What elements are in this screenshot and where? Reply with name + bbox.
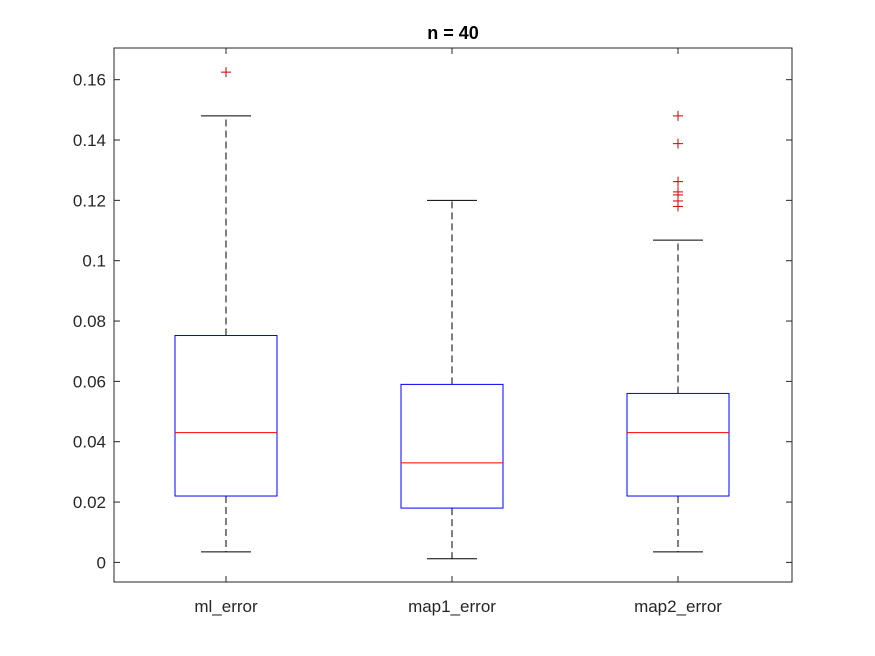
- x-tick-label: ml_error: [194, 597, 258, 616]
- outlier-marker: [673, 176, 683, 187]
- y-tick-label: 0.12: [73, 191, 106, 210]
- y-tick-label: 0.06: [73, 372, 106, 391]
- outlier-marker: [221, 67, 231, 78]
- box-iqr: [626, 392, 730, 497]
- x-tick-label: map2_error: [634, 597, 722, 616]
- y-tick-label: 0: [97, 553, 106, 572]
- box-iqr: [400, 383, 504, 509]
- y-tick-label: 0.16: [73, 71, 106, 90]
- outlier-marker: [673, 110, 683, 121]
- y-tick-label: 0.08: [73, 312, 106, 331]
- outlier-marker: [673, 138, 683, 149]
- chart-title: n = 40: [427, 23, 479, 43]
- y-tick-label: 0.1: [82, 252, 106, 271]
- y-tick-label: 0.02: [73, 493, 106, 512]
- x-tick-label: map1_error: [408, 597, 496, 616]
- y-tick-label: 0.04: [73, 433, 106, 452]
- plot-area: 0 0.02 0.04 0.06 0.08 0.1 0.12 0.14 0.16 ml_error…: [73, 47, 793, 616]
- outlier-marker: [673, 186, 683, 197]
- axes-frame: [113, 47, 793, 583]
- box-iqr: [174, 335, 278, 497]
- y-tick-label: 0.14: [73, 131, 106, 150]
